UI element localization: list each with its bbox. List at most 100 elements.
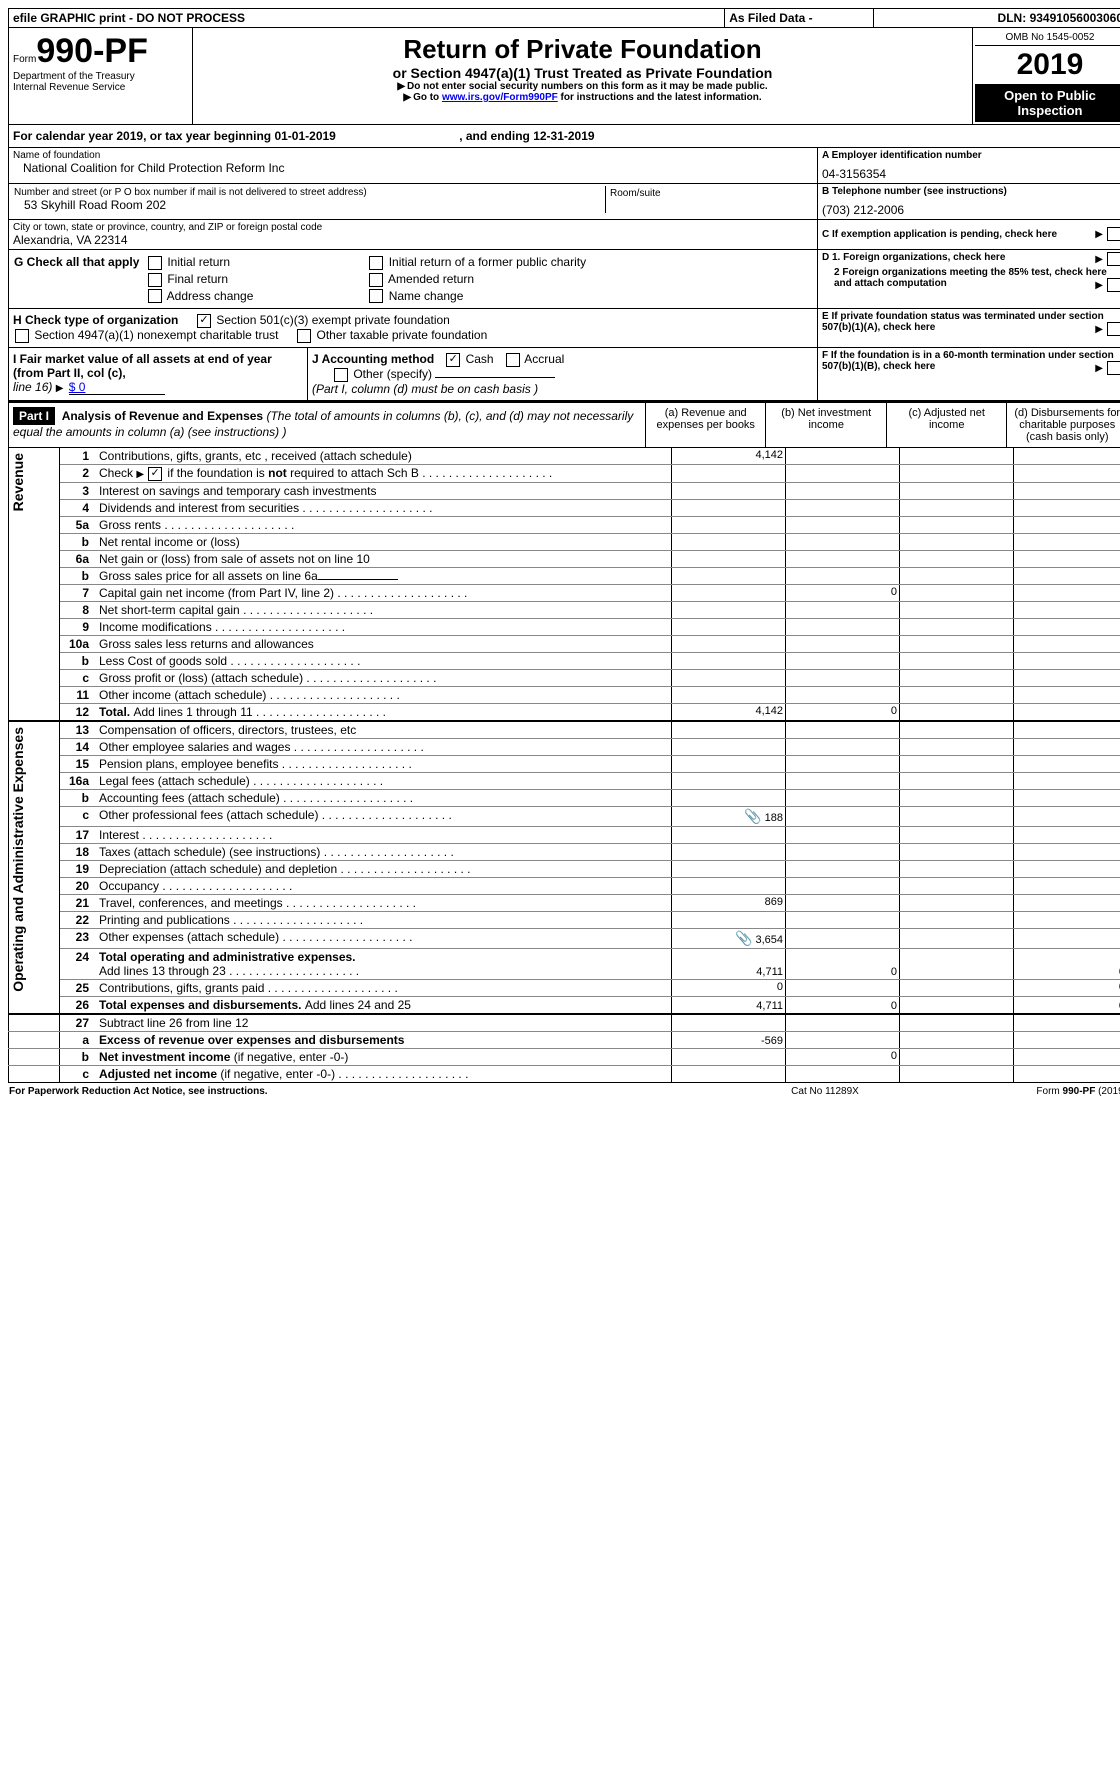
l5b: Net rental income or (loss) xyxy=(95,533,672,550)
efile-text: efile GRAPHIC print - DO NOT PROCESS xyxy=(13,11,245,25)
f-cb[interactable] xyxy=(1107,361,1120,375)
dln-value: 93491056003060 xyxy=(1030,11,1120,25)
l24a: Total operating and administrative expen… xyxy=(99,950,670,964)
j1: Cash xyxy=(466,352,494,366)
l6b: Gross sales price for all assets on line… xyxy=(99,569,318,583)
j1-cb[interactable] xyxy=(446,353,460,367)
g3: Final return xyxy=(167,272,228,286)
city-value: Alexandria, VA 22314 xyxy=(13,233,813,247)
d1-cb[interactable] xyxy=(1107,252,1120,266)
warn2b: for instructions and the latest informat… xyxy=(558,92,762,103)
g3-cb[interactable] xyxy=(148,273,162,287)
l2a: Check xyxy=(99,466,133,480)
tax-year: 2019 xyxy=(975,46,1120,84)
addr-label: Number and street (or P O box number if … xyxy=(14,187,604,198)
l10c: Gross profit or (loss) (attach schedule) xyxy=(95,669,672,686)
v24d: 0 xyxy=(1014,948,1120,979)
g2-cb[interactable] xyxy=(369,256,383,270)
irs-link[interactable]: www.irs.gov/Form990PF xyxy=(442,92,558,103)
l26a: Total expenses and disbursements. xyxy=(99,998,305,1012)
col-a-hdr: (a) Revenue and expenses per books xyxy=(645,402,766,448)
arrow-icon xyxy=(403,92,413,103)
d2: 2 Foreign organizations meeting the 85% … xyxy=(834,267,1107,289)
e-cb[interactable] xyxy=(1107,322,1120,336)
irs-text: Internal Revenue Service xyxy=(13,82,188,93)
l6a: Net gain or (loss) from sale of assets n… xyxy=(95,550,672,567)
cal-begin: 01-01-2019 xyxy=(274,129,335,143)
l2-cb[interactable] xyxy=(148,467,162,481)
v7b: 0 xyxy=(786,584,900,601)
l15: Pension plans, employee benefits xyxy=(95,755,672,772)
h-label: H Check type of organization xyxy=(13,313,178,327)
paperclip-icon[interactable]: 📎 xyxy=(744,808,761,824)
l10b: Less Cost of goods sold xyxy=(95,652,672,669)
j2: Accrual xyxy=(524,352,564,366)
dln-label: DLN: xyxy=(998,11,1027,25)
v21a: 869 xyxy=(672,894,786,911)
d1: D 1. Foreign organizations, check here xyxy=(822,252,1005,263)
revenue-label: Revenue xyxy=(10,449,26,515)
d2-cb[interactable] xyxy=(1107,278,1120,292)
v1a: 4,142 xyxy=(672,448,786,465)
l16b: Accounting fees (attach schedule) xyxy=(95,789,672,806)
v24b: 0 xyxy=(786,948,900,979)
l12b: Add lines 1 through 11 xyxy=(133,705,386,719)
j2-cb[interactable] xyxy=(506,353,520,367)
h2: Section 4947(a)(1) nonexempt charitable … xyxy=(34,328,278,342)
l17: Interest xyxy=(95,826,672,843)
l7: Capital gain net income (from Part IV, l… xyxy=(95,584,672,601)
l25: Contributions, gifts, grants paid xyxy=(95,979,672,996)
l18: Taxes (attach schedule) (see instruction… xyxy=(95,843,672,860)
h3: Other taxable private foundation xyxy=(317,328,488,342)
i-line: line 16) xyxy=(13,380,52,394)
ein-value: 04-3156354 xyxy=(822,161,1120,181)
form-number: 990-PF xyxy=(36,32,148,70)
v26a: 4,711 xyxy=(672,996,786,1014)
e-label: E If private foundation status was termi… xyxy=(822,311,1104,333)
h2-cb[interactable] xyxy=(15,329,29,343)
paperclip-icon[interactable]: 📎 xyxy=(735,930,752,946)
v26b: 0 xyxy=(786,996,900,1014)
arrow-icon xyxy=(1095,363,1105,374)
dept-text: Department of the Treasury xyxy=(13,71,188,82)
g1-cb[interactable] xyxy=(148,256,162,270)
v12a: 4,142 xyxy=(672,703,786,721)
g6-cb[interactable] xyxy=(369,289,383,303)
l27b2: (if negative, enter -0-) xyxy=(230,1050,348,1064)
footer: For Paperwork Reduction Act Notice, see … xyxy=(8,1085,1120,1098)
room-label: Room/suite xyxy=(606,186,814,213)
c-label: C If exemption application is pending, c… xyxy=(822,229,1057,240)
g6: Name change xyxy=(389,289,464,303)
form-header: Form990-PF Department of the Treasury In… xyxy=(8,28,1120,125)
warn1: Do not enter social security numbers on … xyxy=(199,81,966,92)
h1: Section 501(c)(3) exempt private foundat… xyxy=(216,313,449,327)
v16c: 188 xyxy=(765,812,783,824)
v25d: 0 xyxy=(1014,979,1120,996)
j-label: J Accounting method xyxy=(312,352,434,366)
l13: Compensation of officers, directors, tru… xyxy=(95,721,672,739)
g2: Initial return of a former public charit… xyxy=(389,255,586,269)
j3: Other (specify) xyxy=(353,367,432,381)
l4: Dividends and interest from securities xyxy=(95,499,672,516)
l9: Income modifications xyxy=(95,618,672,635)
l3: Interest on savings and temporary cash i… xyxy=(95,482,672,499)
col-c-hdr: (c) Adjusted net income xyxy=(886,402,1007,448)
l22: Printing and publications xyxy=(95,911,672,928)
j3-cb[interactable] xyxy=(334,368,348,382)
form-title: Return of Private Foundation xyxy=(199,34,966,65)
h1-cb[interactable] xyxy=(197,314,211,328)
open-inspection: Open to Public Inspection xyxy=(975,84,1120,122)
ein-label: A Employer identification number xyxy=(822,150,1120,161)
h3-cb[interactable] xyxy=(297,329,311,343)
city-label: City or town, state or province, country… xyxy=(13,222,813,233)
i-value: $ 0 xyxy=(69,380,166,395)
c-checkbox[interactable] xyxy=(1107,227,1120,241)
l19: Depreciation (attach schedule) and deple… xyxy=(95,860,672,877)
l10a: Gross sales less returns and allowances xyxy=(99,637,314,651)
warn2a: Go to xyxy=(413,92,442,103)
g4-cb[interactable] xyxy=(369,273,383,287)
tel-label: B Telephone number (see instructions) xyxy=(822,186,1120,197)
tel-value: (703) 212-2006 xyxy=(822,197,1120,217)
foundation-name: National Coalition for Child Protection … xyxy=(13,161,813,175)
g5-cb[interactable] xyxy=(148,289,162,303)
